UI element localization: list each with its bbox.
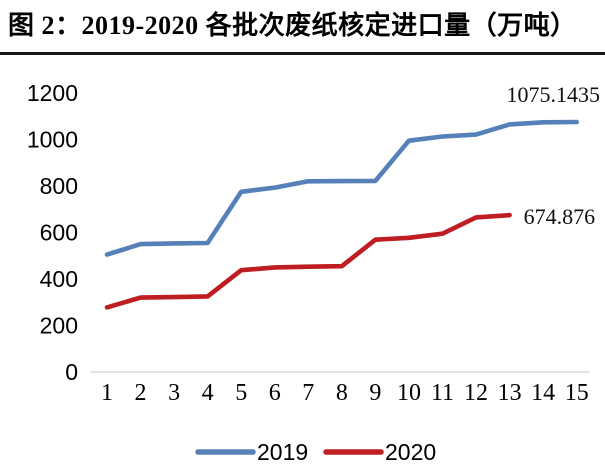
x-tick-label: 12 <box>464 380 488 406</box>
x-tick-label: 6 <box>269 380 281 406</box>
x-tick-label: 7 <box>302 380 314 406</box>
x-tick-label: 9 <box>369 380 381 406</box>
x-tick-label: 15 <box>565 380 589 406</box>
y-tick-label: 200 <box>40 313 78 339</box>
series-line-2020 <box>104 212 512 310</box>
series-end-label-2020: 674.876 <box>524 204 596 229</box>
x-tick-label: 2 <box>135 380 147 406</box>
x-tick-label: 14 <box>531 380 555 406</box>
figure-title: 图 2：2019-2020 各批次废纸核定进口量（万吨） <box>8 11 577 40</box>
title-divider <box>0 52 605 55</box>
x-tick-label: 3 <box>168 380 180 406</box>
y-tick-label: 1000 <box>27 127 78 153</box>
y-tick-label: 0 <box>65 359 78 385</box>
x-tick-label: 4 <box>202 380 214 406</box>
series-end-label-2019: 1075.1435 <box>507 82 601 107</box>
y-tick-label: 600 <box>40 220 78 246</box>
y-tick-label: 1200 <box>27 80 78 106</box>
y-tick-label: 800 <box>40 173 78 199</box>
x-tick-label: 10 <box>397 380 421 406</box>
x-tick-label: 8 <box>336 380 348 406</box>
x-tick-label: 13 <box>498 380 522 406</box>
y-tick-label: 400 <box>40 266 78 292</box>
legend-label-2020: 2020 <box>385 439 436 465</box>
x-tick-label: 1 <box>101 380 113 406</box>
x-tick-label: 11 <box>431 380 454 406</box>
legend-label-2019: 2019 <box>257 439 308 465</box>
series-line-2019 <box>104 119 580 257</box>
x-tick-label: 5 <box>235 380 247 406</box>
